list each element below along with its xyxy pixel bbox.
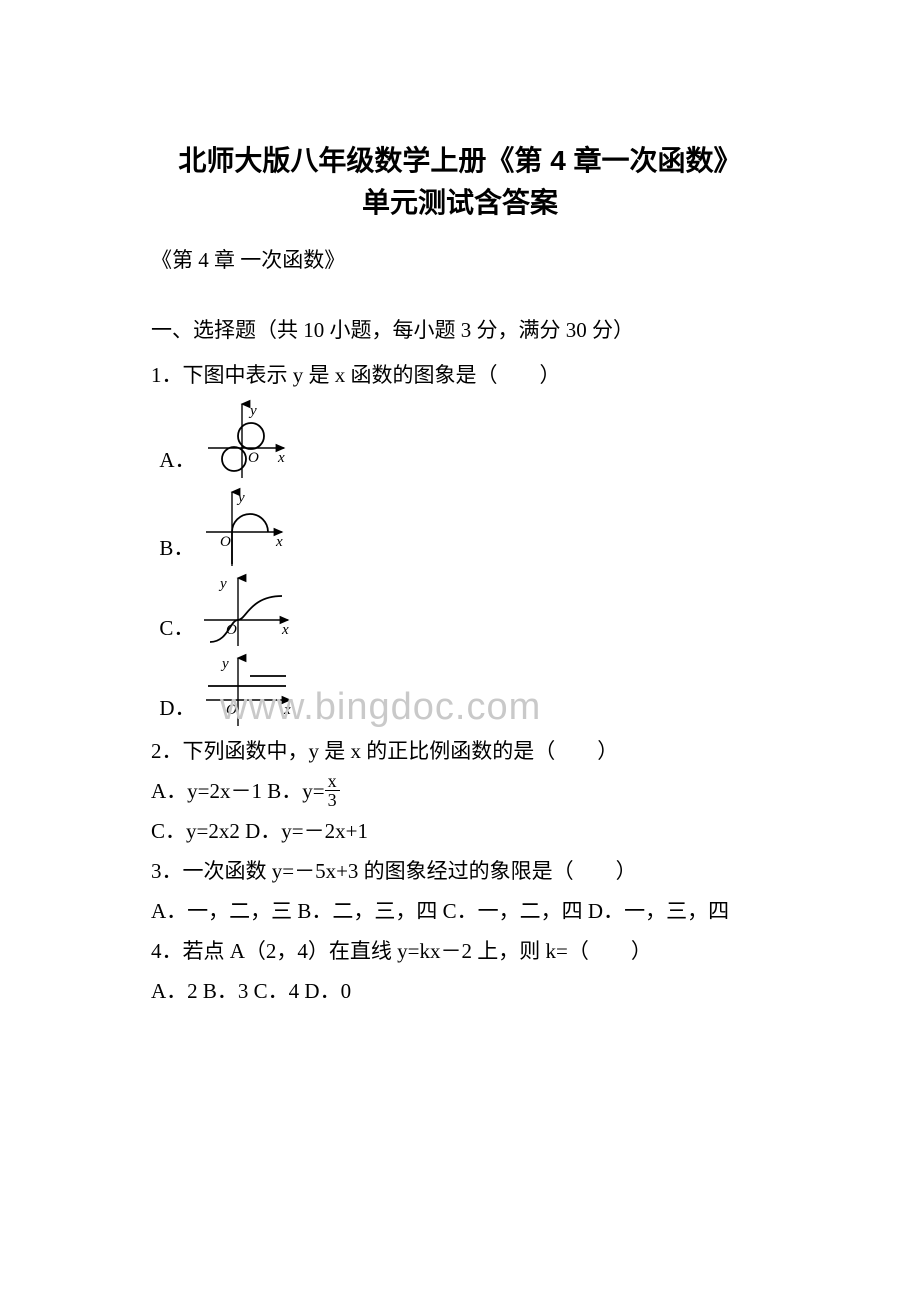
axis-y-label: y bbox=[220, 656, 229, 672]
axis-y-label: y bbox=[218, 576, 227, 592]
question-4: 4．若点 A（2，4）在直线 y=kx－2 上，则 k=（ ） bbox=[130, 932, 790, 972]
fraction-x-over-3: x3 bbox=[325, 772, 340, 811]
title-line-2: 单元测试含答案 bbox=[362, 187, 558, 218]
q4-options: A．2 B．3 C．4 D．0 bbox=[151, 972, 790, 1012]
frac-den: 3 bbox=[325, 791, 340, 810]
option-label-d: D． bbox=[159, 692, 195, 732]
axis-x-label: x bbox=[275, 534, 283, 550]
axis-x-label: x bbox=[283, 702, 291, 718]
origin-label: O bbox=[248, 450, 259, 466]
title-line-1: 北师大版八年级数学上册《第 4 章一次函数》 bbox=[178, 145, 741, 176]
q1-option-d: D． y x O bbox=[159, 652, 790, 732]
axis-y-label: y bbox=[248, 403, 257, 419]
origin-label: O bbox=[226, 702, 237, 718]
q1-option-c: C． y x O bbox=[159, 572, 790, 652]
graph-b-icon: y x O bbox=[198, 484, 294, 572]
q2-options-cd: C．y=2x2 D．y=－2x+1 bbox=[130, 812, 790, 852]
option-label-c: C． bbox=[159, 612, 194, 652]
question-2: 2．下列函数中，y 是 x 的正比例函数的是（ ） bbox=[130, 732, 790, 772]
axis-x-label: x bbox=[277, 450, 285, 466]
q3-options: A．一，二，三 B．二，三，四 C．一，二，四 D．一，三，四 bbox=[151, 892, 790, 932]
origin-label: O bbox=[220, 534, 231, 550]
question-1: 1．下图中表示 y 是 x 函数的图象是（ ） bbox=[130, 356, 790, 396]
frac-num: x bbox=[325, 772, 340, 792]
graph-c-icon: y x O bbox=[198, 572, 298, 652]
q2-opt-a-b-pre: A．y=2x－1 B．y= bbox=[151, 779, 325, 803]
axis-x-label: x bbox=[281, 622, 289, 638]
q1-option-a: A． y x O bbox=[159, 396, 790, 484]
axis-y-label: y bbox=[236, 490, 245, 506]
graph-d-icon: y x O bbox=[200, 652, 300, 732]
question-3: 3．一次函数 y=－5x+3 的图象经过的象限是（ ） bbox=[130, 852, 790, 892]
section-heading: 一、选择题（共 10 小题，每小题 3 分，满分 30 分） bbox=[130, 314, 790, 344]
doc-title: 北师大版八年级数学上册《第 4 章一次函数》 单元测试含答案 bbox=[130, 140, 790, 224]
option-label-a: A． bbox=[159, 444, 195, 484]
origin-label: O bbox=[226, 622, 237, 638]
graph-a-icon: y x O bbox=[200, 396, 296, 484]
chapter-subtitle: 《第 4 章 一次函数》 bbox=[130, 244, 790, 274]
q2-options-ab: A．y=2x－1 B．y=x3 bbox=[151, 772, 790, 813]
option-label-b: B． bbox=[159, 532, 194, 572]
q1-option-b: B． y x O bbox=[159, 484, 790, 572]
